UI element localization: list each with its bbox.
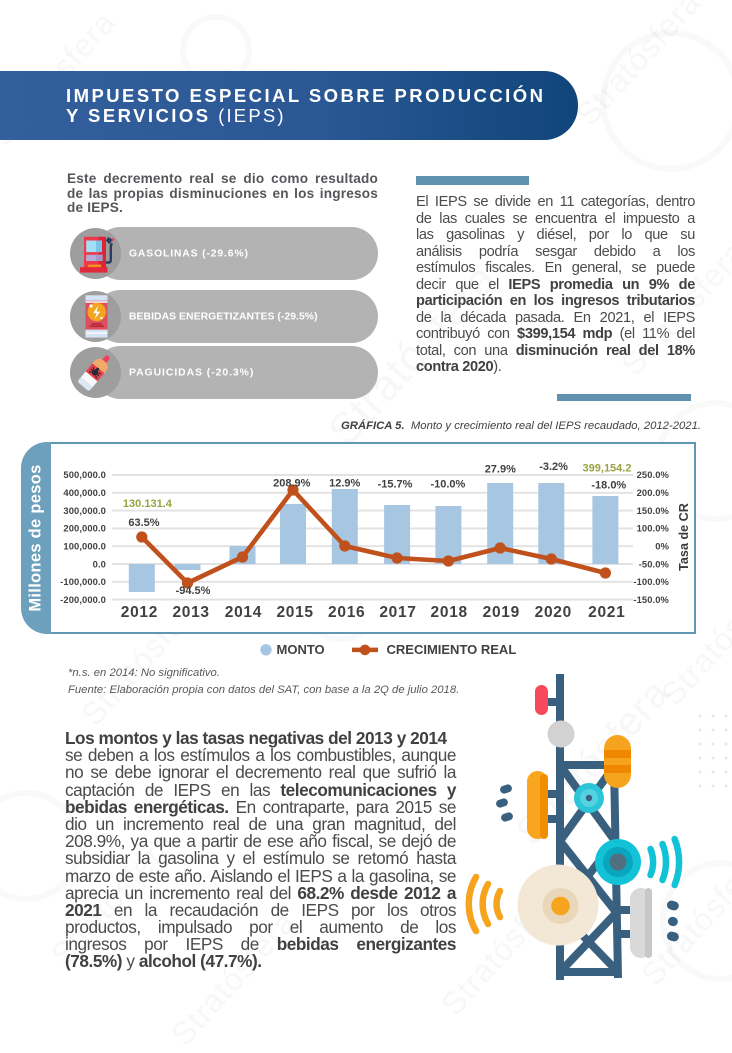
svg-text:130.131.4: 130.131.4 bbox=[123, 498, 173, 510]
svg-text:-18.0%: -18.0% bbox=[591, 479, 626, 491]
svg-text:0.0: 0.0 bbox=[93, 558, 106, 569]
svg-text:0%: 0% bbox=[655, 541, 669, 552]
svg-text:12.9%: 12.9% bbox=[329, 477, 360, 489]
svg-text:400,000.0: 400,000.0 bbox=[63, 487, 106, 498]
svg-text:399,154.2: 399,154.2 bbox=[583, 463, 632, 475]
svg-text:63.5%: 63.5% bbox=[128, 517, 159, 529]
svg-text:-100.0%: -100.0% bbox=[633, 576, 669, 587]
svg-text:MONTO: MONTO bbox=[277, 642, 325, 657]
svg-text:2014: 2014 bbox=[225, 604, 262, 621]
svg-text:2018: 2018 bbox=[431, 604, 468, 621]
svg-text:CRECIMIENTO REAL: CRECIMIENTO REAL bbox=[387, 642, 517, 657]
svg-text:2019: 2019 bbox=[483, 604, 520, 621]
svg-text:2012: 2012 bbox=[121, 604, 158, 621]
svg-text:Tasa de CR: Tasa de CR bbox=[677, 503, 691, 571]
svg-text:-150.0%: -150.0% bbox=[633, 594, 669, 605]
svg-text:100.0%: 100.0% bbox=[637, 523, 670, 534]
svg-text:208.9%: 208.9% bbox=[273, 477, 311, 489]
svg-text:150.0%: 150.0% bbox=[637, 505, 670, 516]
svg-text:-94.5%: -94.5% bbox=[176, 585, 211, 597]
svg-text:-50.0%: -50.0% bbox=[639, 558, 670, 569]
svg-text:2015: 2015 bbox=[276, 604, 313, 621]
svg-text:200.0%: 200.0% bbox=[637, 487, 670, 498]
svg-text:-3.2%: -3.2% bbox=[539, 461, 568, 473]
svg-text:2017: 2017 bbox=[379, 604, 416, 621]
svg-text:2020: 2020 bbox=[535, 604, 572, 621]
svg-text:2013: 2013 bbox=[172, 604, 209, 621]
svg-text:27.9%: 27.9% bbox=[485, 464, 516, 476]
svg-text:-10.0%: -10.0% bbox=[430, 479, 465, 491]
svg-text:500,000.0: 500,000.0 bbox=[63, 469, 106, 480]
svg-text:300,000.0: 300,000.0 bbox=[63, 505, 106, 516]
svg-text:-100,000.0: -100,000.0 bbox=[60, 576, 106, 587]
svg-text:-200,000.0: -200,000.0 bbox=[60, 594, 106, 605]
svg-text:100,000.0: 100,000.0 bbox=[63, 541, 106, 552]
svg-text:250.0%: 250.0% bbox=[637, 469, 670, 480]
svg-text:-15.7%: -15.7% bbox=[378, 479, 413, 491]
svg-text:200,000.0: 200,000.0 bbox=[63, 523, 106, 534]
svg-text:2016: 2016 bbox=[328, 604, 365, 621]
svg-text:2021: 2021 bbox=[588, 604, 625, 621]
